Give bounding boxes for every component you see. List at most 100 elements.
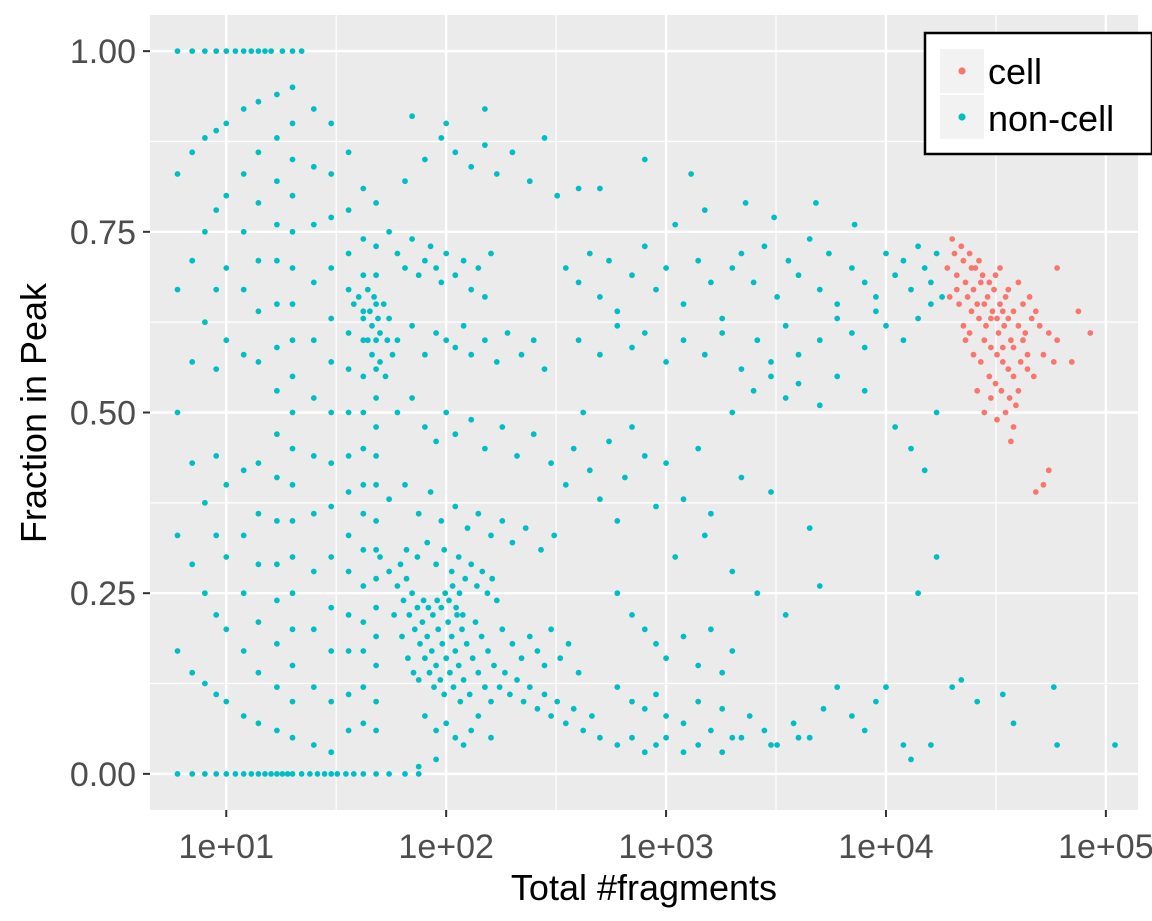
point-non-cell (482, 106, 488, 112)
point-non-cell (415, 510, 422, 517)
point-non-cell (449, 583, 456, 589)
point-non-cell (310, 510, 317, 517)
point-non-cell (489, 575, 496, 582)
point-non-cell (441, 546, 448, 553)
point-non-cell (202, 499, 208, 506)
point-cell (988, 395, 994, 401)
point-non-cell (452, 503, 459, 510)
point-non-cell (518, 655, 525, 662)
point-non-cell (202, 48, 208, 54)
point-non-cell (849, 330, 855, 336)
point-non-cell (364, 337, 371, 344)
point-non-cell (433, 756, 439, 763)
point-non-cell (377, 359, 383, 365)
point-non-cell (274, 640, 280, 647)
point-non-cell (268, 771, 274, 777)
point-non-cell (554, 192, 561, 199)
point-non-cell (928, 301, 934, 307)
point-non-cell (373, 301, 379, 307)
point-non-cell (768, 373, 774, 380)
point-non-cell (274, 91, 280, 98)
point-non-cell (369, 351, 375, 358)
point-non-cell (663, 460, 669, 466)
point-non-cell (328, 315, 335, 322)
point-non-cell (921, 265, 928, 271)
point-non-cell (289, 120, 296, 127)
point-non-cell (310, 742, 317, 748)
point-non-cell (433, 561, 439, 568)
point-cell (991, 286, 997, 293)
point-non-cell (223, 337, 230, 344)
point-non-cell (360, 185, 367, 192)
point-non-cell (834, 373, 841, 380)
point-non-cell (373, 243, 379, 250)
point-non-cell (754, 337, 761, 344)
point-non-cell (289, 301, 296, 307)
y-tick-label: 0.75 (70, 214, 136, 252)
point-non-cell (453, 604, 459, 611)
point-non-cell (223, 265, 230, 271)
point-non-cell (274, 135, 280, 141)
point-non-cell (255, 149, 262, 156)
point-cell (1026, 294, 1033, 300)
point-non-cell (614, 308, 621, 315)
point-non-cell (663, 655, 669, 662)
point-non-cell (420, 597, 427, 604)
point-cell (966, 250, 973, 257)
point-non-cell (255, 561, 262, 568)
point-non-cell (345, 409, 352, 416)
point-cell (979, 272, 986, 279)
point-cell (1017, 359, 1024, 365)
point-cell (970, 286, 977, 293)
point-non-cell (806, 236, 813, 242)
point-non-cell (377, 330, 383, 336)
point-non-cell (614, 518, 621, 524)
point-non-cell (415, 272, 422, 279)
point-non-cell (719, 669, 726, 676)
point-non-cell (491, 662, 497, 669)
x-tick-label: 1e+03 (618, 828, 714, 866)
point-non-cell (468, 163, 475, 170)
point-non-cell (526, 684, 533, 690)
point-cell (994, 416, 1000, 423)
point-non-cell (369, 322, 375, 329)
point-non-cell (663, 359, 669, 365)
point-non-cell (422, 655, 428, 662)
point-non-cell (485, 648, 491, 654)
point-non-cell (174, 409, 181, 416)
point-non-cell (289, 554, 296, 560)
point-non-cell (373, 518, 379, 524)
point-non-cell (240, 228, 247, 235)
point-non-cell (310, 221, 317, 228)
point-non-cell (719, 330, 726, 336)
point-non-cell (394, 409, 401, 416)
point-non-cell (729, 648, 736, 654)
point-non-cell (307, 771, 313, 777)
point-cell (995, 330, 1002, 336)
point-non-cell (350, 301, 357, 307)
point-non-cell (484, 590, 491, 597)
point-non-cell (915, 243, 921, 250)
point-non-cell (345, 330, 352, 336)
point-non-cell (409, 236, 415, 242)
point-non-cell (834, 684, 841, 690)
point-non-cell (861, 727, 868, 734)
point-non-cell (468, 416, 475, 423)
point-cell (984, 294, 991, 300)
point-non-cell (202, 228, 208, 235)
point-non-cell (663, 734, 669, 741)
point-non-cell (562, 265, 569, 271)
point-cell (1005, 315, 1012, 322)
point-non-cell (472, 619, 479, 625)
point-non-cell (457, 698, 464, 705)
point-non-cell (289, 265, 296, 271)
point-non-cell (202, 590, 208, 597)
point-cell (977, 279, 984, 286)
point-non-cell (641, 453, 648, 459)
point-non-cell (189, 669, 196, 676)
point-non-cell (328, 120, 335, 127)
point-non-cell (328, 171, 335, 177)
point-cell (976, 257, 982, 264)
point-non-cell (441, 691, 448, 698)
point-non-cell (597, 351, 603, 358)
